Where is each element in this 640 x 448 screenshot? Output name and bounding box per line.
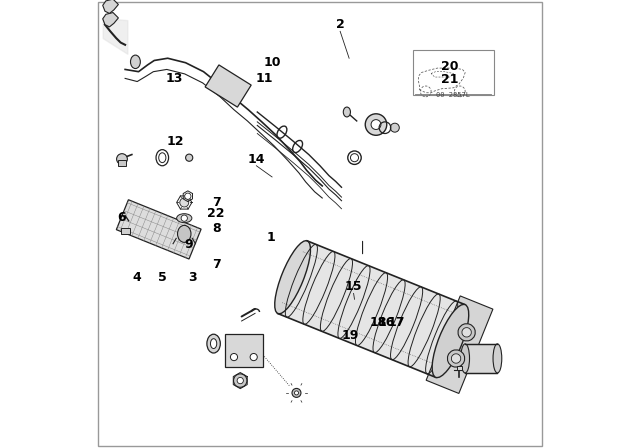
Text: 22: 22 — [207, 207, 225, 220]
Ellipse shape — [292, 388, 301, 397]
Ellipse shape — [343, 107, 351, 117]
Text: 7: 7 — [212, 258, 220, 271]
Text: 13: 13 — [166, 72, 183, 85]
Polygon shape — [278, 241, 465, 377]
Ellipse shape — [131, 55, 140, 69]
Text: 4: 4 — [133, 271, 141, 284]
Text: 7: 7 — [212, 196, 220, 210]
Circle shape — [237, 377, 243, 383]
Circle shape — [180, 198, 189, 207]
FancyBboxPatch shape — [225, 333, 263, 367]
Polygon shape — [103, 0, 118, 13]
Ellipse shape — [211, 339, 217, 349]
Circle shape — [234, 374, 247, 387]
Text: 21: 21 — [441, 73, 459, 86]
Ellipse shape — [493, 344, 502, 373]
Ellipse shape — [458, 324, 476, 341]
Circle shape — [181, 215, 188, 221]
Ellipse shape — [177, 214, 192, 223]
Text: 9: 9 — [185, 237, 193, 251]
Polygon shape — [426, 296, 493, 393]
Bar — [413, 50, 494, 95]
Circle shape — [390, 123, 399, 132]
Ellipse shape — [275, 241, 310, 314]
Text: 12: 12 — [167, 134, 184, 148]
Text: 10: 10 — [263, 56, 281, 69]
Text: 11: 11 — [256, 72, 273, 85]
Text: 3: 3 — [188, 271, 196, 284]
FancyBboxPatch shape — [457, 366, 462, 370]
Ellipse shape — [365, 114, 387, 135]
Text: 20: 20 — [441, 60, 459, 73]
Text: 5: 5 — [158, 271, 166, 284]
Text: 2: 2 — [336, 18, 344, 31]
Text: 17: 17 — [387, 316, 405, 329]
Text: 6: 6 — [117, 211, 126, 224]
Ellipse shape — [186, 154, 193, 161]
Ellipse shape — [461, 344, 470, 373]
Circle shape — [250, 353, 257, 361]
Text: 00 2857L: 00 2857L — [436, 92, 470, 98]
Text: 1: 1 — [266, 231, 275, 244]
Text: 16: 16 — [378, 316, 395, 329]
Text: 18: 18 — [369, 316, 387, 329]
Circle shape — [230, 353, 237, 361]
FancyBboxPatch shape — [121, 228, 130, 234]
Ellipse shape — [462, 327, 471, 337]
Polygon shape — [103, 13, 118, 27]
Circle shape — [185, 193, 191, 199]
Ellipse shape — [371, 120, 381, 129]
FancyBboxPatch shape — [118, 160, 127, 166]
Ellipse shape — [432, 304, 468, 378]
Text: 8: 8 — [212, 222, 220, 235]
Polygon shape — [205, 65, 251, 107]
Polygon shape — [116, 200, 201, 259]
Ellipse shape — [447, 350, 465, 367]
Text: 14: 14 — [248, 152, 265, 166]
Circle shape — [116, 154, 127, 164]
Ellipse shape — [294, 391, 298, 395]
Ellipse shape — [207, 334, 220, 353]
Ellipse shape — [451, 354, 461, 363]
Text: 15: 15 — [345, 280, 362, 293]
Bar — [465, 344, 497, 373]
Text: 19: 19 — [342, 328, 359, 342]
Ellipse shape — [177, 225, 191, 242]
